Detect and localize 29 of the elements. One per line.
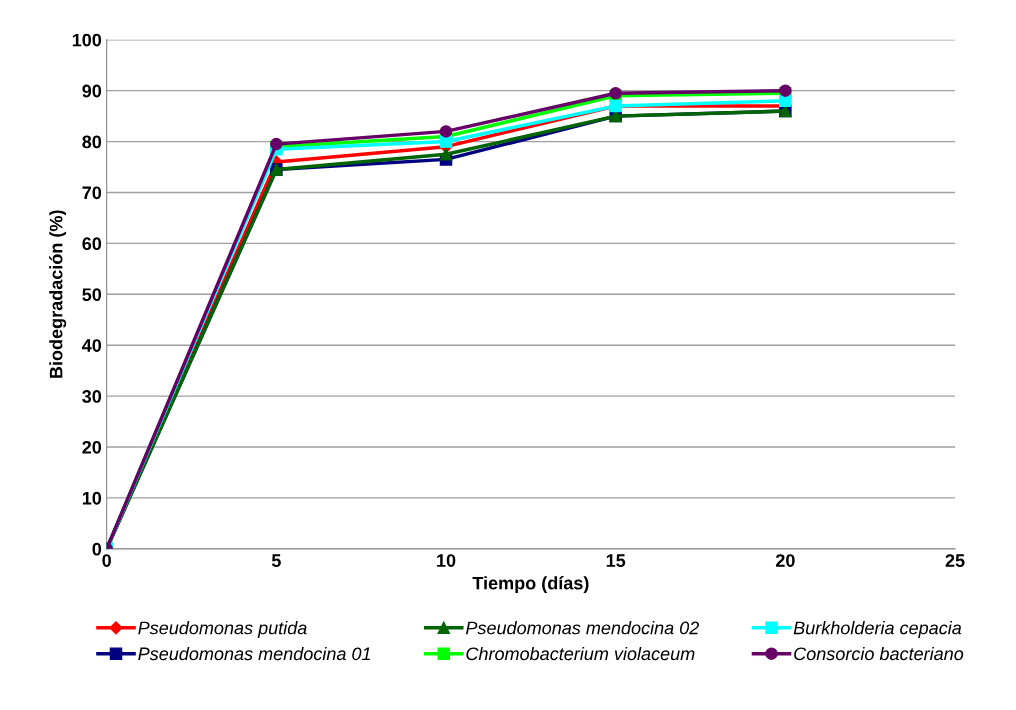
x-tick-label: 5 (271, 554, 281, 567)
point (439, 135, 453, 148)
y-tick-label: 20 (82, 440, 102, 454)
y-tick-label: 50 (82, 288, 102, 302)
legend-label: Pseudomonas putida (138, 621, 307, 638)
y-tick-label: 60 (82, 237, 102, 251)
y-axis-title: Biodegradación (%) (49, 210, 67, 378)
legend-label: Burkholderia cepacia (793, 621, 962, 638)
legend-label: Pseudomonas mendocina 02 (465, 621, 700, 635)
x-tick-label: 20 (775, 554, 795, 567)
legend-label: Consorcio bacteriano (794, 646, 964, 661)
legend-label: Pseudomonas mendocina 01 (138, 646, 371, 661)
y-tick-label: 90 (82, 84, 102, 98)
x-tick-label: 15 (606, 554, 626, 567)
y-tick-label: 30 (82, 390, 102, 403)
point (439, 125, 453, 138)
y-tick-label: 0 (92, 542, 102, 556)
y-tick-label: 10 (82, 491, 102, 505)
legend-label: Chromobacterium violaceum (466, 646, 695, 661)
y-tick-label: 70 (82, 186, 102, 200)
x-tick-label: 25 (945, 554, 965, 567)
point (779, 94, 792, 108)
y-tick-label: 100 (72, 33, 102, 47)
y-tick-label: 40 (82, 339, 102, 352)
y-tick-label: 80 (82, 135, 102, 149)
x-tick-label: 10 (437, 554, 456, 567)
point (439, 148, 453, 161)
x-axis-title: Tiempo (días) (472, 576, 589, 594)
x-tick-label: 0 (102, 554, 111, 567)
